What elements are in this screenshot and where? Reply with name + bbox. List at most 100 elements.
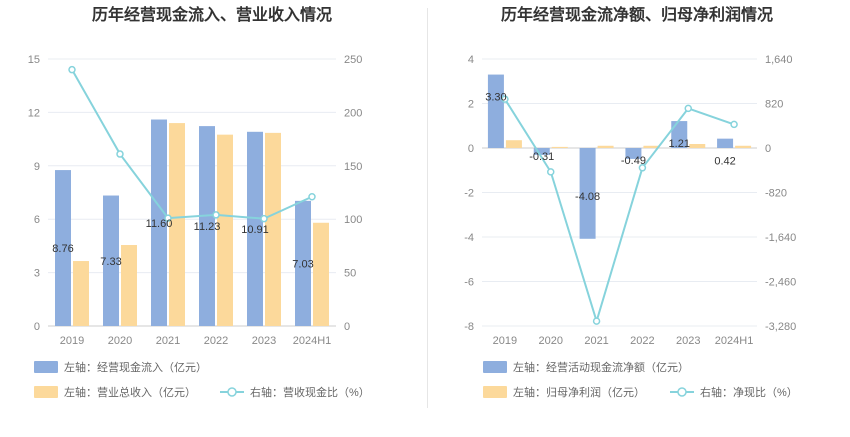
y-left-tick-label: -2	[464, 188, 474, 200]
chart-net-cash-profit: 历年经营现金流净额、归母净利润情况 -8 -6 -4 -2 0 2 4 -3,280 -2,46…	[464, 5, 798, 399]
ratio-line	[504, 98, 735, 325]
y-right-tick-label: 100	[344, 214, 362, 226]
data-label: -0.49	[621, 155, 646, 167]
ratio-point	[592, 317, 601, 325]
ratio-point	[164, 214, 172, 222]
bar-primary	[671, 121, 688, 148]
y-left-tick-label: 6	[34, 214, 40, 226]
y-right-tick-label: -820	[765, 188, 787, 200]
data-label: 1.21	[669, 138, 690, 150]
bar-secondary	[217, 134, 233, 326]
y-left-tick-label: 4	[468, 54, 474, 66]
y-left-tick-label: 12	[28, 107, 40, 119]
y-right-tick-label: -3,280	[765, 321, 796, 333]
data-label: 11.23	[194, 221, 221, 233]
legend-label: 左轴：经营现金流入（亿元）	[64, 360, 207, 374]
bar-primary	[103, 195, 119, 326]
x-tick-label: 2021	[584, 335, 608, 347]
chart-title: 历年经营现金流净额、归母净利润情况	[501, 5, 773, 24]
ratio-point	[116, 150, 124, 158]
bar-primary	[487, 74, 504, 148]
bar-primary	[295, 200, 311, 326]
x-tick-label: 2020	[108, 335, 132, 347]
y-right-tick-label: 150	[344, 161, 362, 173]
x-tick-label: 2024H1	[293, 335, 332, 347]
bar-secondary	[505, 140, 522, 148]
y-left-tick-label: 3	[34, 268, 40, 280]
data-label: 7.33	[100, 256, 121, 268]
bar-secondary	[735, 145, 752, 148]
bar-secondary	[265, 132, 281, 326]
legend-label: 左轴：营业总收入（亿元）	[64, 385, 196, 399]
ratio-point	[638, 164, 647, 172]
legend-label: 左轴：经营活动现金流净额（亿元）	[513, 360, 689, 374]
y-right-tick-label: -2,460	[765, 277, 796, 289]
legend-swatch	[483, 386, 507, 398]
y-left-tick-label: 0	[468, 143, 474, 155]
bar-primary	[247, 131, 263, 326]
data-label: 3.30	[485, 92, 506, 104]
bar-primary	[579, 148, 596, 239]
y-left-tick-label: 2	[468, 99, 474, 111]
bar-primary	[55, 170, 71, 326]
ratio-line	[71, 69, 313, 220]
legend-swatch-marker	[677, 387, 687, 397]
bar-primary	[717, 138, 734, 148]
ratio-point	[212, 211, 220, 219]
ratio-point	[68, 65, 76, 74]
bar-primary	[625, 148, 642, 159]
bar-secondary	[73, 261, 89, 326]
data-label: 11.60	[146, 218, 173, 230]
bar-secondary	[121, 245, 137, 326]
legend-label: 左轴：归母净利润（亿元）	[513, 385, 645, 399]
ratio-point	[260, 214, 268, 223]
bar-primary	[151, 119, 167, 327]
legend-swatch	[34, 386, 58, 398]
data-label: 8.76	[52, 243, 73, 255]
x-tick-label: 2022	[204, 335, 228, 347]
data-label: -4.08	[575, 191, 600, 203]
x-tick-label: 2023	[676, 335, 700, 347]
bar-secondary	[643, 145, 660, 148]
panel-divider	[427, 8, 428, 408]
y-left-tick-label: 15	[28, 54, 40, 66]
x-tick-label: 2024H1	[715, 335, 754, 347]
chart-cash-inflow-revenue: 历年经营现金流入、营业收入情况 036912150501001502002502…	[28, 5, 370, 399]
chart-title: 历年经营现金流入、营业收入情况	[92, 5, 332, 24]
y-left-tick-label: -6	[464, 277, 474, 289]
y-right-tick-label: 820	[765, 99, 783, 111]
data-label: 7.03	[292, 258, 313, 270]
x-tick-label: 2022	[630, 335, 654, 347]
bar-primary	[199, 126, 215, 326]
y-left-tick-label: -8	[464, 321, 474, 333]
bar-secondary	[597, 145, 614, 148]
bar-secondary	[313, 222, 329, 326]
x-tick-label: 2021	[156, 335, 180, 347]
y-right-tick-label: 250	[344, 54, 362, 66]
data-label: 0.42	[714, 156, 735, 168]
x-tick-label: 2019	[60, 335, 84, 347]
y-left-tick-label: 0	[34, 321, 40, 333]
ratio-point	[501, 95, 509, 103]
bar-primary	[533, 148, 550, 155]
y-left-tick-label: 9	[34, 161, 40, 173]
y-left-tick-label: -4	[464, 232, 474, 244]
bar-secondary	[689, 143, 706, 148]
y-right-tick-label: -1,640	[765, 232, 796, 244]
x-tick-label: 2019	[493, 335, 517, 347]
legend-label: 右轴：净现比（%）	[700, 385, 798, 399]
x-tick-label: 2023	[252, 335, 276, 347]
ratio-point	[730, 120, 738, 129]
bar-secondary	[169, 123, 185, 326]
ratio-point	[684, 104, 692, 113]
y-right-tick-label: 1,640	[765, 54, 793, 66]
data-label: -0.31	[529, 151, 554, 163]
ratio-point	[547, 168, 555, 176]
bar-secondary	[551, 146, 568, 148]
y-right-tick-label: 0	[765, 143, 771, 155]
ratio-point	[308, 193, 316, 201]
legend-label: 右轴：营收现金比（%）	[250, 385, 370, 399]
legend-swatch	[483, 361, 507, 373]
y-right-tick-label: 0	[344, 321, 350, 333]
x-tick-label: 2020	[539, 335, 563, 347]
